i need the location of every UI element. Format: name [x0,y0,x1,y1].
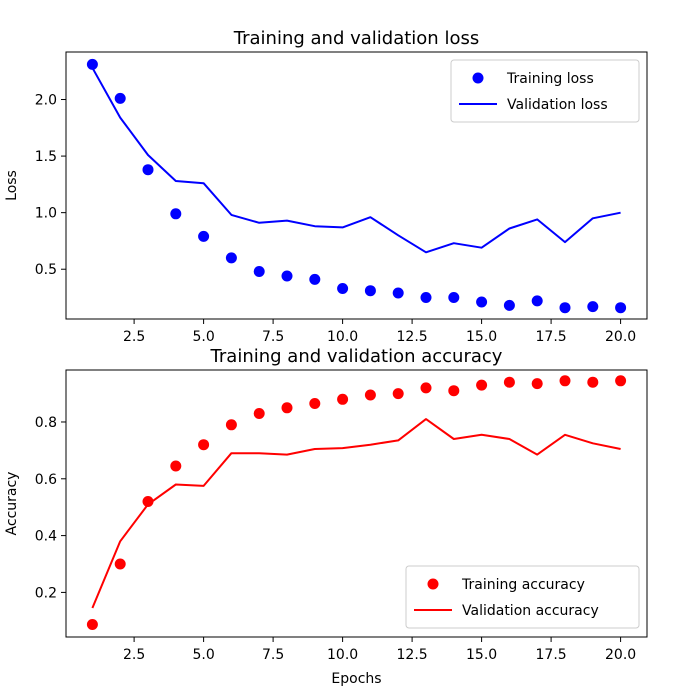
loss-legend-marker-swatch [472,72,484,84]
loss-xtick-label: 7.5 [262,329,284,345]
loss-xtick-label: 15.0 [466,329,497,345]
loss-xtick-label: 20.0 [605,329,636,345]
accuracy-legend-marker-swatch [427,578,439,590]
loss-point-14 [448,292,460,303]
accuracy-plot: 2.5 5.0 7.5 10.0 12.5 15.0 17.5 20.0 0.2 0.4 0.6 0.… [4,346,648,687]
accuracy-series-line [91,418,621,609]
loss-plot: 2.5 5.0 7.5 10.0 12.5 15.0 17.5 20.0 0.5 1.0 1.5 2.… [4,28,648,345]
accuracy-xtick-label: 15.0 [466,647,497,663]
loss-series-line [91,67,621,254]
loss-xtick-label: 17.5 [536,329,567,345]
accuracy-point-12 [392,388,404,400]
loss-point-20 [615,302,627,314]
accuracy-point-2 [114,558,126,570]
loss-point-16 [503,299,515,311]
loss-point-5 [198,230,210,242]
loss-xtick-label: 12.5 [397,329,428,345]
loss-ytick-label: 0.5 [35,262,57,278]
accuracy-chart-title: Training and validation accuracy [210,346,503,367]
accuracy-xtick-label: 17.5 [536,647,567,663]
loss-ytick-label: 1.5 [35,149,57,165]
loss-point-18 [559,302,571,314]
loss-legend: Training loss Validation loss [450,59,640,123]
loss-point-7 [253,266,265,277]
accuracy-ytick-label: 0.8 [35,415,57,431]
accuracy-point-14 [448,385,460,397]
loss-point-15 [476,296,488,308]
loss-point-2 [114,92,126,104]
accuracy-ytick-label: 0.4 [35,529,57,545]
loss-xtick-label: 10.0 [327,329,358,345]
accuracy-ytick-label: 0.6 [35,472,57,488]
loss-chart-title: Training and validation loss [233,28,479,49]
loss-point-4 [170,208,182,220]
accuracy-point-6 [225,419,237,431]
accuracy-ytick-label: 0.2 [35,585,57,601]
loss-legend-label: Validation loss [507,97,608,113]
accuracy-point-17 [531,378,543,390]
accuracy-point-13 [420,382,432,394]
accuracy-xtick-label: 12.5 [397,647,428,663]
accuracy-point-4 [170,460,182,472]
loss-point-3 [142,164,154,176]
loss-xtick-label: 2.5 [123,329,145,345]
loss-point-19 [587,301,599,313]
accuracy-point-19 [587,376,599,388]
loss-point-8 [281,270,293,282]
loss-point-10 [337,283,349,294]
loss-point-6 [225,252,237,264]
loss-ytick-label: 1.0 [35,206,57,222]
loss-ytick-label: 2.0 [35,93,57,109]
accuracy-point-1 [86,619,98,630]
loss-point-13 [420,292,432,303]
accuracy-legend-box [405,565,640,629]
accuracy-point-8 [281,402,293,414]
accuracy-point-16 [503,376,515,388]
loss-y-axis-label: Loss [4,170,20,201]
loss-point-11 [364,285,376,297]
accuracy-legend-label: Training accuracy [461,577,585,593]
accuracy-point-18 [559,375,571,387]
accuracy-xtick-label: 10.0 [327,647,358,663]
accuracy-point-15 [476,379,488,391]
accuracy-point-9 [309,398,321,409]
accuracy-legend-label: Validation accuracy [462,603,599,619]
accuracy-xtick-label: 7.5 [262,647,284,663]
accuracy-axes-frame [65,369,648,638]
loss-xtick-label: 5.0 [192,329,214,345]
loss-legend-box [450,59,640,123]
loss-point-17 [531,295,543,307]
loss-point-1 [86,58,98,70]
accuracy-point-7 [253,408,265,419]
accuracy-xtick-label: 5.0 [192,647,214,663]
loss-axes-frame [65,51,648,320]
accuracy-point-20 [615,375,627,387]
accuracy-xtick-label: 2.5 [123,647,145,663]
accuracy-point-11 [364,389,376,401]
accuracy-xtick-label: 20.0 [605,647,636,663]
accuracy-y-axis-label: Accuracy [4,472,20,536]
accuracy-legend: Training accuracy Validation accuracy [405,565,640,629]
loss-point-9 [309,273,321,285]
accuracy-point-5 [198,439,210,451]
loss-point-12 [392,287,404,299]
accuracy-x-axis-label: Epochs [331,671,381,687]
accuracy-point-10 [337,393,349,405]
loss-legend-label: Training loss [506,71,594,87]
accuracy-point-3 [142,496,154,507]
